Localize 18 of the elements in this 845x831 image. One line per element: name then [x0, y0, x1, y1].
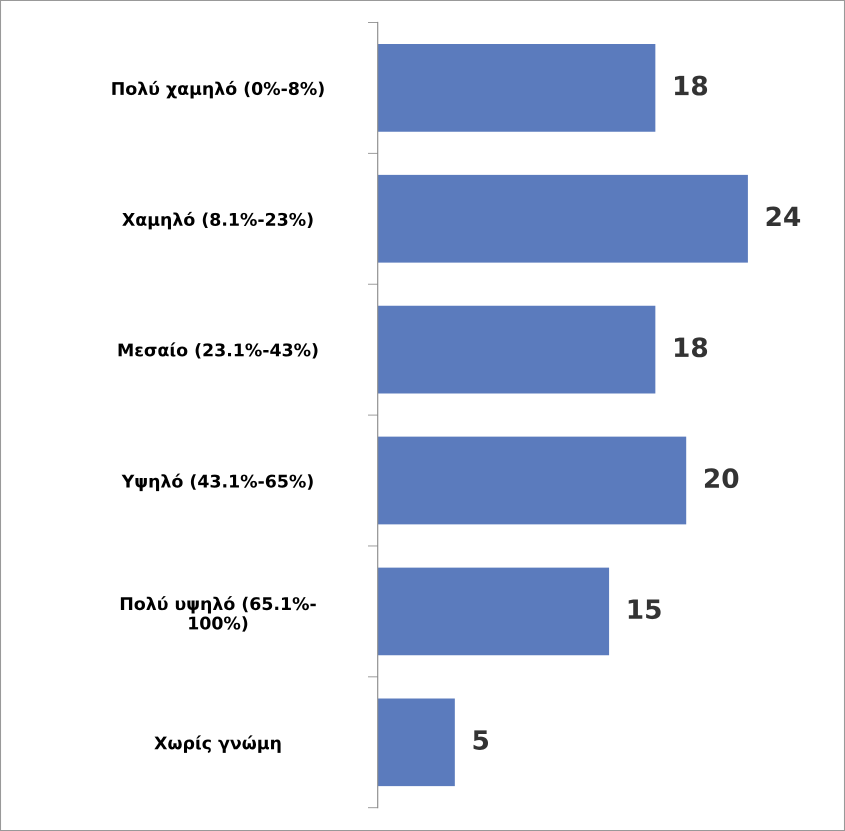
y-tick-label: Πολύ χαμηλό (0%-8%): [112, 80, 324, 98]
data-label: 18: [675, 337, 708, 358]
y-tick-label: Πολύ υψηλό (65.1%- 100%): [120, 596, 316, 632]
data-label: 5: [474, 730, 488, 750]
data-label: 24: [766, 206, 800, 226]
bar: [378, 436, 686, 524]
y-tick-label: Χωρίς γνώμη: [154, 735, 281, 753]
y-tick-label: Μεσαίο (23.1%-43%): [118, 342, 318, 359]
y-tick-label: Χαμηλό (8.1%-23%): [122, 212, 313, 230]
bar: [378, 568, 610, 656]
data-label: 20: [704, 468, 738, 488]
bar: [378, 698, 455, 786]
bar: [378, 306, 656, 394]
data-label: 15: [628, 599, 661, 620]
bar: [378, 44, 656, 132]
data-label: 18: [675, 76, 708, 96]
bar: [378, 174, 748, 263]
y-tick-label: Υψηλό (43.1%-65%): [122, 474, 313, 492]
